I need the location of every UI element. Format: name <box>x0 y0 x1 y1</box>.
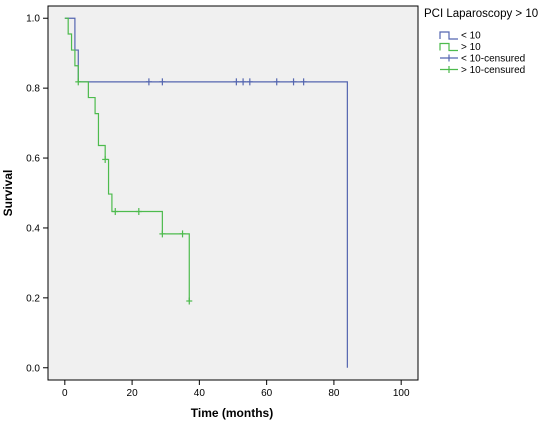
y-axis-title: Survival <box>1 170 15 217</box>
legend-symbol <box>439 42 458 52</box>
y-tick-label: 0.6 <box>26 154 40 165</box>
legend-label: > 10-censured <box>461 65 525 76</box>
axes: 0 20 40 60 80 100 0.0 0.2 0.4 0.6 0.8 1.0 <box>26 14 410 399</box>
y-tick-label: 0.4 <box>26 223 40 234</box>
legend-label: < 10-censured <box>461 54 525 65</box>
censor-mark <box>290 78 297 86</box>
x-tick-label: 80 <box>328 388 340 399</box>
y-tick-label: 0.2 <box>26 293 40 304</box>
x-tick-label: 0 <box>62 388 68 399</box>
legend-label: > 10 <box>461 42 481 53</box>
censor-mark <box>75 78 82 86</box>
y-tick-label: 0.8 <box>26 84 40 95</box>
censor-mark <box>273 78 280 86</box>
censor-mark <box>159 78 166 86</box>
legend-title: PCI Laparoscopy > 10 <box>424 8 538 20</box>
censor-mark <box>102 155 109 163</box>
censor-mark <box>179 230 186 238</box>
censor-mark <box>135 208 142 216</box>
x-tick-label: 100 <box>393 388 410 399</box>
legend-symbol <box>439 31 458 40</box>
censor-mark <box>186 297 193 305</box>
plot-area <box>47 5 419 381</box>
legend: PCI Laparoscopy > 10 < 10> 10< 10-censur… <box>424 8 538 76</box>
censor-mark <box>145 78 152 86</box>
y-tick-label: 0.0 <box>26 363 40 374</box>
x-tick-label: 20 <box>127 388 139 399</box>
legend-label: < 10 <box>461 31 481 42</box>
censor-mark <box>233 78 240 86</box>
x-tick-label: 60 <box>261 388 273 399</box>
legend-symbol <box>440 66 458 73</box>
series-layer <box>64 17 348 368</box>
censor-mark <box>112 208 119 216</box>
series-line <box>64 17 190 302</box>
censor-mark <box>240 78 247 86</box>
x-tick-label: 40 <box>194 388 206 399</box>
y-tick-label: 1.0 <box>26 14 40 25</box>
censor-mark <box>246 78 253 86</box>
legend-symbol <box>440 54 458 62</box>
censor-mark <box>300 78 307 86</box>
x-axis-title: Time (months) <box>191 406 273 420</box>
censor-mark <box>159 230 166 238</box>
